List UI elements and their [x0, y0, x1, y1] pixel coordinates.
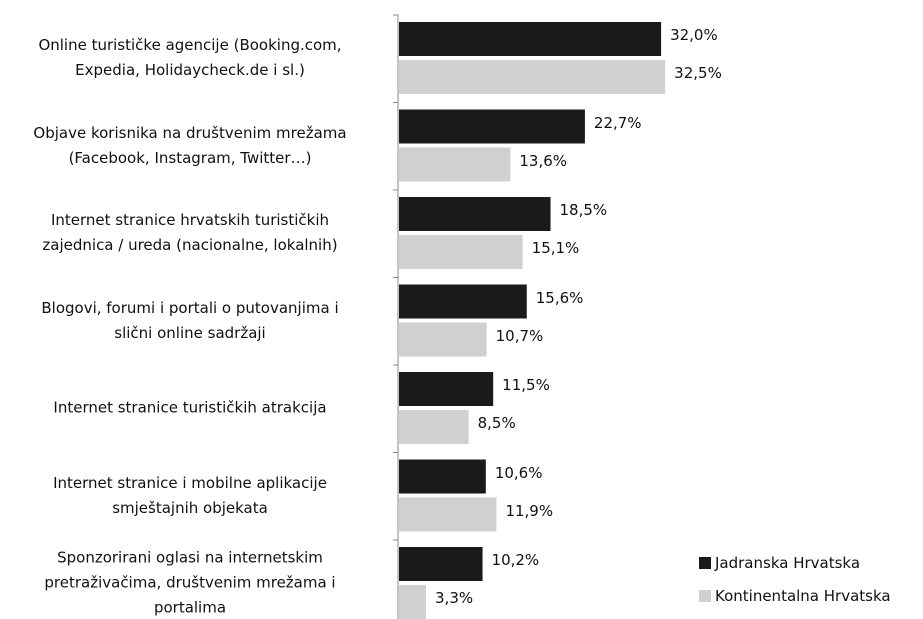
category-label: Blogovi, forumi i portali o putovanjima … — [41, 298, 339, 342]
bar — [399, 322, 487, 357]
bar — [399, 60, 666, 94]
category-label: Objave korisnika na društvenim mrežama (… — [33, 123, 347, 167]
category-label: Sponzorirani oglasi na internetskim pret… — [44, 548, 336, 617]
bar — [399, 585, 427, 619]
bar — [399, 497, 497, 532]
value-label: 10,7% — [495, 326, 544, 345]
value-label: 32,0% — [670, 26, 718, 44]
category-label: Internet stranice i mobilne aplikacije s… — [53, 473, 327, 517]
bar — [399, 22, 662, 56]
value-label: 11,9% — [505, 501, 554, 520]
category-label: Online turističke agencije (Booking.com,… — [38, 36, 342, 79]
category-label: Internet stranice turističkih atrakcija — [53, 398, 327, 417]
value-label: 13,6% — [519, 151, 568, 170]
bar — [399, 235, 523, 269]
legend-label: Kontinentalna Hrvatska — [715, 587, 891, 605]
value-label: 10,6% — [494, 463, 543, 482]
value-label: 15,6% — [535, 288, 584, 307]
value-label: 15,1% — [531, 239, 580, 257]
bar — [399, 372, 494, 406]
legend-swatch — [699, 590, 711, 602]
value-label: 11,5% — [502, 376, 550, 394]
bar — [399, 147, 511, 182]
value-label: 3,3% — [435, 589, 474, 607]
category-label: Internet stranice hrvatskih turističkih … — [42, 211, 338, 254]
bar — [399, 284, 527, 319]
bar — [399, 459, 486, 494]
value-label: 22,7% — [593, 113, 642, 132]
bar — [399, 547, 483, 581]
value-label: 10,2% — [491, 551, 540, 569]
legend-swatch — [699, 557, 711, 569]
bar — [399, 197, 551, 231]
bar — [399, 410, 469, 444]
value-label: 8,5% — [477, 414, 516, 432]
legend-label: Jadranska Hrvatska — [715, 554, 861, 572]
bar — [399, 109, 585, 144]
value-label: 18,5% — [559, 201, 608, 219]
value-label: 32,5% — [674, 64, 722, 82]
